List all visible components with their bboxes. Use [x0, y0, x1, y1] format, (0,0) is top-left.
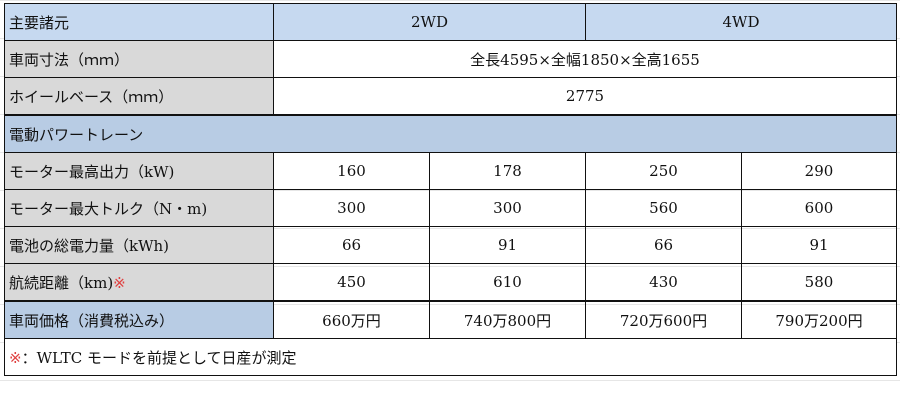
cell: 610 [429, 263, 586, 302]
table-row: モーター最高出力（kW) 160 178 250 290 [4, 152, 897, 190]
cell: 300 [429, 189, 586, 227]
cell: 66 [273, 226, 430, 264]
price-label: 車両価格（消費税込み） [4, 300, 274, 339]
cell: 660万円 [273, 300, 430, 339]
section-row: 電動パワートレーン [4, 114, 897, 153]
cell: 430 [585, 263, 742, 302]
cell: 91 [741, 226, 897, 264]
dimensions-row: 車両寸法（ｍｍ） 全長4595×全幅1850×全高1655 [4, 40, 897, 78]
row-label: モーター最高出力（kW) [4, 152, 274, 190]
cell: 720万600円 [585, 300, 742, 339]
wheelbase-value: 2775 [273, 77, 897, 116]
cell: 300 [273, 189, 430, 227]
section-label: 電動パワートレーン [4, 114, 897, 153]
note-cell: ※：WLTC モードを前提として日産が測定 [4, 338, 897, 376]
note-mark: ※ [113, 273, 126, 292]
cell: 790万200円 [741, 300, 897, 339]
table-row: 電池の総電力量（kWh) 66 91 66 91 [4, 226, 897, 264]
row-label-cell: 航続距離（km)※ [4, 263, 274, 302]
dimensions-label: 車両寸法（ｍｍ） [4, 40, 274, 78]
note-row: ※：WLTC モードを前提として日産が測定 [4, 338, 897, 376]
table-row: 航続距離（km)※ 450 610 430 580 [4, 263, 897, 302]
cell: 450 [273, 263, 430, 302]
header-2wd: 2WD [273, 3, 586, 41]
header-row: 主要諸元 2WD 4WD [4, 3, 897, 41]
cell: 580 [741, 263, 897, 302]
row-label: 電池の総電力量（kWh) [4, 226, 274, 264]
spec-table: 主要諸元 2WD 4WD 車両寸法（ｍｍ） 全長4595×全幅1850×全高16… [4, 3, 897, 376]
wheelbase-row: ホイールベース（ｍｍ） 2775 [4, 77, 897, 116]
table-row: モーター最大トルク（N・m) 300 300 560 600 [4, 189, 897, 227]
row-label: モーター最大トルク（N・m) [4, 189, 274, 227]
wheelbase-label: ホイールベース（ｍｍ） [4, 77, 274, 116]
note-mark: ※ [9, 348, 22, 367]
cell: 740万800円 [429, 300, 586, 339]
cell: 91 [429, 226, 586, 264]
cell: 178 [429, 152, 586, 190]
price-row: 車両価格（消費税込み） 660万円 740万800円 720万600円 790万… [4, 300, 897, 339]
cell: 290 [741, 152, 897, 190]
cell: 600 [741, 189, 897, 227]
cell: 160 [273, 152, 430, 190]
cell: 66 [585, 226, 742, 264]
cell: 250 [585, 152, 742, 190]
dimensions-value: 全長4595×全幅1850×全高1655 [273, 40, 897, 78]
row-label: 航続距離（km) [9, 273, 114, 292]
note-text: ：WLTC モードを前提として日産が測定 [21, 348, 297, 367]
header-4wd: 4WD [585, 3, 897, 41]
cell: 560 [585, 189, 742, 227]
header-label: 主要諸元 [4, 3, 274, 41]
